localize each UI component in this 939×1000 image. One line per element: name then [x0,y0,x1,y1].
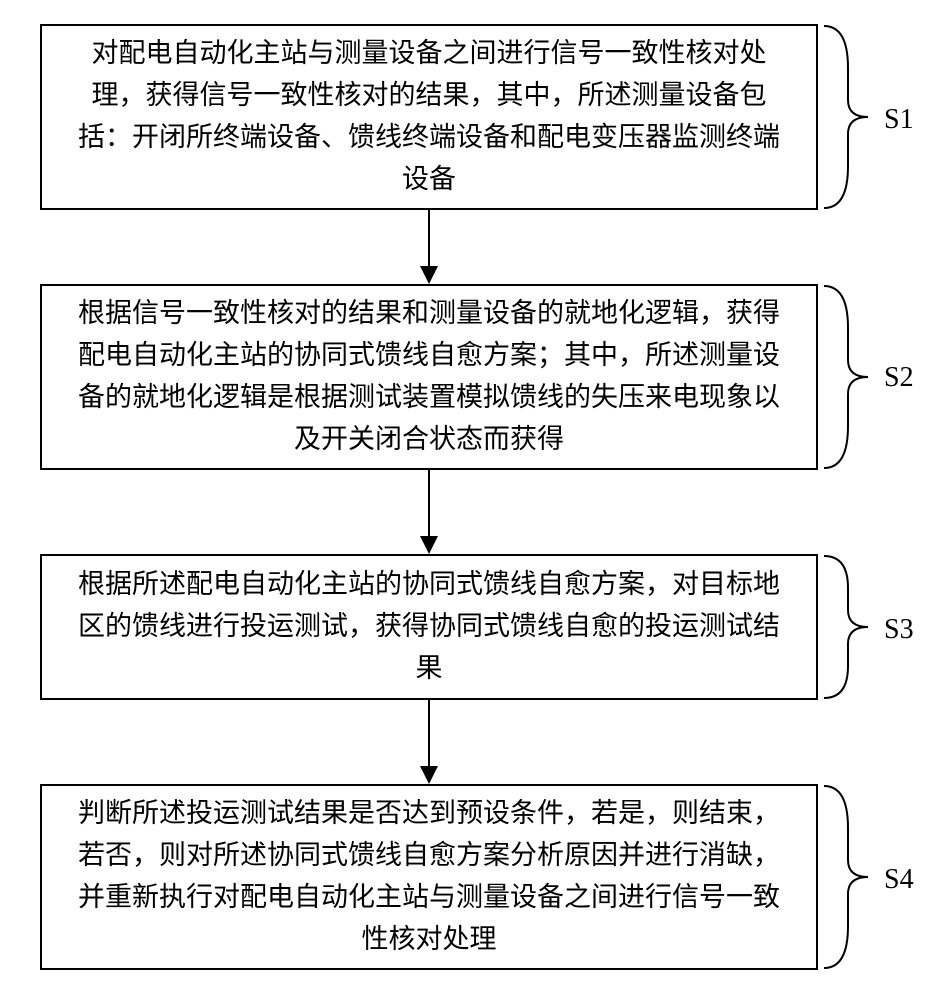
brace-s2 [820,284,880,470]
flowchart-node-s2: 根据信号一致性核对的结果和测量设备的就地化逻辑，获得配电自动化主站的协同式馈线自… [40,284,818,470]
arrow-s3-s4 [428,700,430,768]
arrow-head-s3-s4 [420,766,438,784]
node-text: 根据所述配电自动化主站的协同式馈线自愈方案，对目标地区的馈线进行投运测试，获得协… [70,564,788,690]
flowchart-node-s3: 根据所述配电自动化主站的协同式馈线自愈方案，对目标地区的馈线进行投运测试，获得协… [40,554,818,700]
brace-s4 [820,784,880,970]
flowchart-node-s4: 判断所述投运测试结果是否达到预设条件，若是，则结束，若否，则对所述协同式馈线自愈… [40,784,818,970]
step-label-s3: S3 [884,614,914,646]
node-text: 对配电自动化主站与测量设备之间进行信号一致性核对处理，获得信号一致性核对的结果，… [70,33,788,200]
arrow-head-s1-s2 [420,266,438,284]
flowchart-canvas: 对配电自动化主站与测量设备之间进行信号一致性核对处理，获得信号一致性核对的结果，… [0,0,939,1000]
arrow-s2-s3 [428,470,430,538]
brace-s3 [820,554,880,700]
node-text: 根据信号一致性核对的结果和测量设备的就地化逻辑，获得配电自动化主站的协同式馈线自… [70,293,788,460]
step-label-s2: S2 [884,362,914,394]
step-label-s4: S4 [884,864,914,896]
step-label-s1: S1 [884,104,914,136]
node-text: 判断所述投运测试结果是否达到预设条件，若是，则结束，若否，则对所述协同式馈线自愈… [70,793,788,960]
arrow-s1-s2 [428,210,430,268]
brace-s1 [820,24,880,210]
arrow-head-s2-s3 [420,536,438,554]
flowchart-node-s1: 对配电自动化主站与测量设备之间进行信号一致性核对处理，获得信号一致性核对的结果，… [40,24,818,210]
